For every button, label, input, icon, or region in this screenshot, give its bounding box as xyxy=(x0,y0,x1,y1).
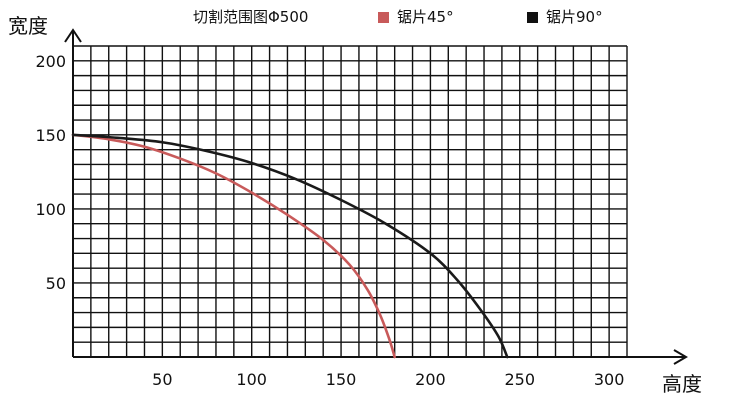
x-tick-label: 300 xyxy=(594,370,625,389)
x-tick-label: 250 xyxy=(505,370,536,389)
legend-label-90: 锯片90° xyxy=(546,8,603,26)
x-tick-label: 200 xyxy=(415,370,446,389)
x-tick-label: 150 xyxy=(326,370,357,389)
y-axis-title: 宽度 xyxy=(8,14,48,38)
grid xyxy=(73,45,628,357)
axes xyxy=(64,28,688,365)
x-axis-title: 高度 xyxy=(662,372,702,396)
legend-label-45: 锯片45° xyxy=(397,8,454,26)
x-axis-arrow xyxy=(673,349,688,365)
y-tick-label: 150 xyxy=(35,126,66,145)
series-group xyxy=(71,133,509,359)
y-tick-label: 100 xyxy=(35,200,66,219)
series-line-45 xyxy=(71,133,396,359)
chart-title: 切割范围图Φ500 xyxy=(193,8,309,26)
legend-swatch-45 xyxy=(378,12,389,23)
x-tick-label: 50 xyxy=(152,370,172,389)
legend-swatch-90 xyxy=(527,12,538,23)
legend-item-45: 锯片45° xyxy=(378,6,454,27)
y-axis-arrow xyxy=(64,28,82,43)
y-tick-label: 200 xyxy=(35,52,66,71)
tick-labels: 50 100 150 200 250 300 50 100 150 200 xyxy=(35,52,624,389)
series-line-90 xyxy=(71,133,509,359)
legend-item-90: 锯片90° xyxy=(527,6,603,27)
y-tick-label: 50 xyxy=(46,274,66,293)
x-tick-label: 100 xyxy=(236,370,267,389)
